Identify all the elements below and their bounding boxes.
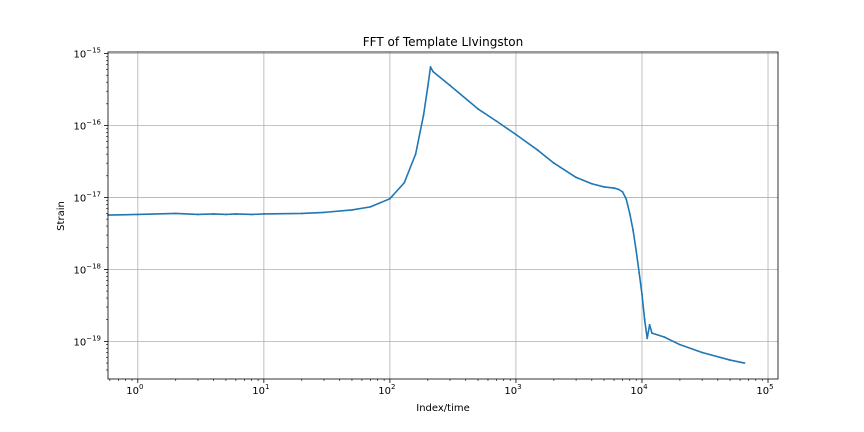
data-point	[351, 209, 353, 211]
data-point	[136, 213, 139, 216]
data-point	[729, 359, 731, 361]
y-axis-label: Strain	[56, 201, 67, 231]
data-point	[369, 205, 372, 208]
data-point	[388, 197, 391, 200]
data-point	[613, 187, 615, 189]
data-point	[679, 343, 681, 346]
data-point	[628, 212, 631, 215]
y-tick-label: 10−17	[73, 190, 101, 204]
data-point	[743, 362, 746, 364]
data-point	[262, 213, 265, 215]
data-point	[477, 108, 479, 110]
y-tick-label: 10−15	[73, 47, 101, 61]
data-point	[701, 351, 704, 354]
data-point	[323, 211, 325, 214]
data-point	[603, 186, 605, 188]
data-point	[250, 213, 253, 216]
x-tick-label: 105	[756, 383, 773, 397]
data-point	[635, 250, 638, 252]
y-axis-ticks: 10−19 10−18 10−17 10−16 10−15	[73, 47, 108, 371]
data-point	[212, 213, 215, 215]
x-axis-label: Index/time	[416, 403, 470, 414]
x-tick-label: 103	[504, 383, 521, 397]
data-point	[495, 120, 498, 123]
data-point	[632, 229, 634, 232]
data-point	[625, 198, 628, 200]
data-point	[234, 213, 237, 215]
data-point	[403, 181, 406, 184]
y-tick-label: 10−16	[73, 118, 101, 132]
data-point	[648, 323, 651, 326]
data-point	[449, 84, 451, 87]
data-point	[621, 190, 624, 193]
x-tick-label: 101	[252, 383, 269, 397]
data-point	[643, 318, 646, 321]
y-tick-label: 10−18	[73, 262, 101, 276]
data-point	[575, 176, 577, 179]
plot-area	[107, 66, 746, 364]
data-point	[197, 213, 199, 216]
x-tick-label: 100	[126, 383, 143, 397]
data-point	[641, 293, 643, 296]
data-point	[590, 182, 593, 185]
data-point	[174, 212, 177, 215]
x-tick-label: 102	[378, 383, 395, 397]
x-tick-label: 104	[630, 383, 648, 397]
x-axis-ticks: 100 101 102 103 104 105	[109, 379, 774, 397]
data-point	[429, 66, 432, 68]
data-point	[537, 149, 540, 152]
chart-title: FFT of Template LIvingston	[363, 35, 523, 49]
data-point	[414, 153, 417, 156]
data-point	[651, 332, 653, 335]
y-tick-label: 10−19	[73, 334, 101, 348]
data-point	[552, 162, 555, 165]
data-point	[225, 213, 227, 216]
data-point	[515, 133, 517, 136]
grid	[108, 52, 778, 379]
axes-frame	[107, 51, 779, 380]
data-point	[432, 70, 434, 73]
data-point	[638, 271, 641, 274]
data-point	[663, 336, 666, 338]
data-point	[646, 337, 649, 340]
data-point	[426, 85, 429, 88]
data-point	[300, 212, 303, 215]
data-point	[617, 188, 620, 191]
data-point	[422, 114, 425, 116]
